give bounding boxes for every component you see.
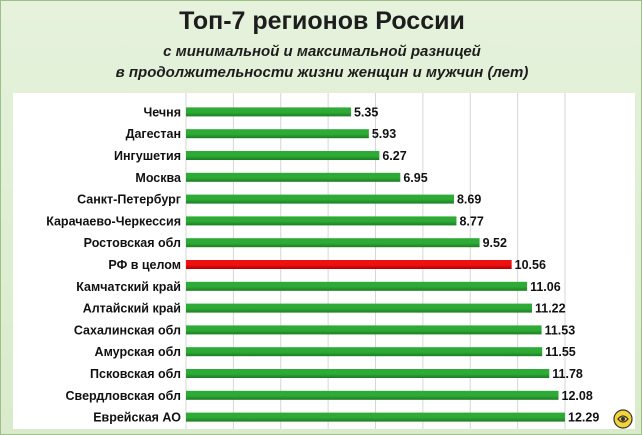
category-label: Еврейская АО: [93, 411, 181, 425]
bar: [186, 216, 457, 226]
value-label: 12.08: [562, 389, 593, 403]
category-label: Карачаево-Черкессия: [46, 214, 181, 228]
bar: [186, 390, 559, 400]
bar: [186, 303, 533, 313]
bar: [186, 107, 351, 117]
bar-highlight: [186, 260, 512, 269]
value-label: 12.29: [568, 411, 599, 425]
value-label: 5.93: [372, 127, 396, 141]
value-label: 6.27: [382, 149, 406, 163]
bar: [186, 194, 454, 204]
category-label: Ростовская обл: [84, 236, 181, 250]
value-label: 5.35: [354, 105, 378, 119]
watermark-logo-icon: [613, 409, 633, 429]
value-label: 9.52: [483, 236, 507, 250]
category-label: Алтайский край: [83, 302, 181, 316]
bar: [186, 347, 543, 357]
value-label: 11.55: [545, 345, 576, 359]
bar: [186, 412, 565, 422]
category-label: Москва: [135, 171, 182, 185]
value-label: 11.53: [545, 323, 576, 337]
bar-chart: Чечня 5.35 Дагестан 5.93 Ингушетия 6.27 Москва…: [46, 93, 599, 429]
plot-area: Чечня 5.35 Дагестан 5.93 Ингушетия 6.27 Москва…: [13, 93, 635, 429]
bar: [186, 325, 542, 335]
category-label: Псковская обл: [90, 367, 181, 381]
value-label: 8.77: [459, 214, 483, 228]
category-label: Чечня: [143, 105, 181, 119]
value-label: 11.78: [552, 367, 583, 381]
bar: [186, 238, 480, 248]
value-label: 11.22: [535, 302, 566, 316]
bar: [186, 172, 401, 182]
value-label: 8.69: [457, 193, 481, 207]
value-label: 11.06: [530, 280, 561, 294]
value-label: 6.95: [403, 171, 427, 185]
category-label: Амурская обл: [95, 345, 182, 359]
bar: [186, 281, 528, 291]
category-label: Сахалинская обл: [74, 323, 181, 337]
chart-subtitle-line2: в продолжительности жизни женщин и мужчи…: [115, 64, 529, 81]
bar: [186, 151, 380, 160]
category-label: Свердловская обл: [66, 389, 182, 403]
value-label: 10.56: [515, 258, 546, 272]
category-label: Санкт-Петербург: [77, 193, 181, 207]
chart-subtitle-line1: с минимальной и максимальной разницей: [163, 43, 481, 60]
bar: [186, 129, 369, 139]
category-label: Ингушетия: [114, 149, 181, 163]
bar: [186, 369, 550, 378]
category-label: РФ в целом: [108, 258, 181, 272]
chart-title: Топ-7 регионов России: [179, 7, 465, 35]
category-label: Камчатский край: [76, 280, 181, 294]
category-label: Дагестан: [126, 127, 181, 141]
